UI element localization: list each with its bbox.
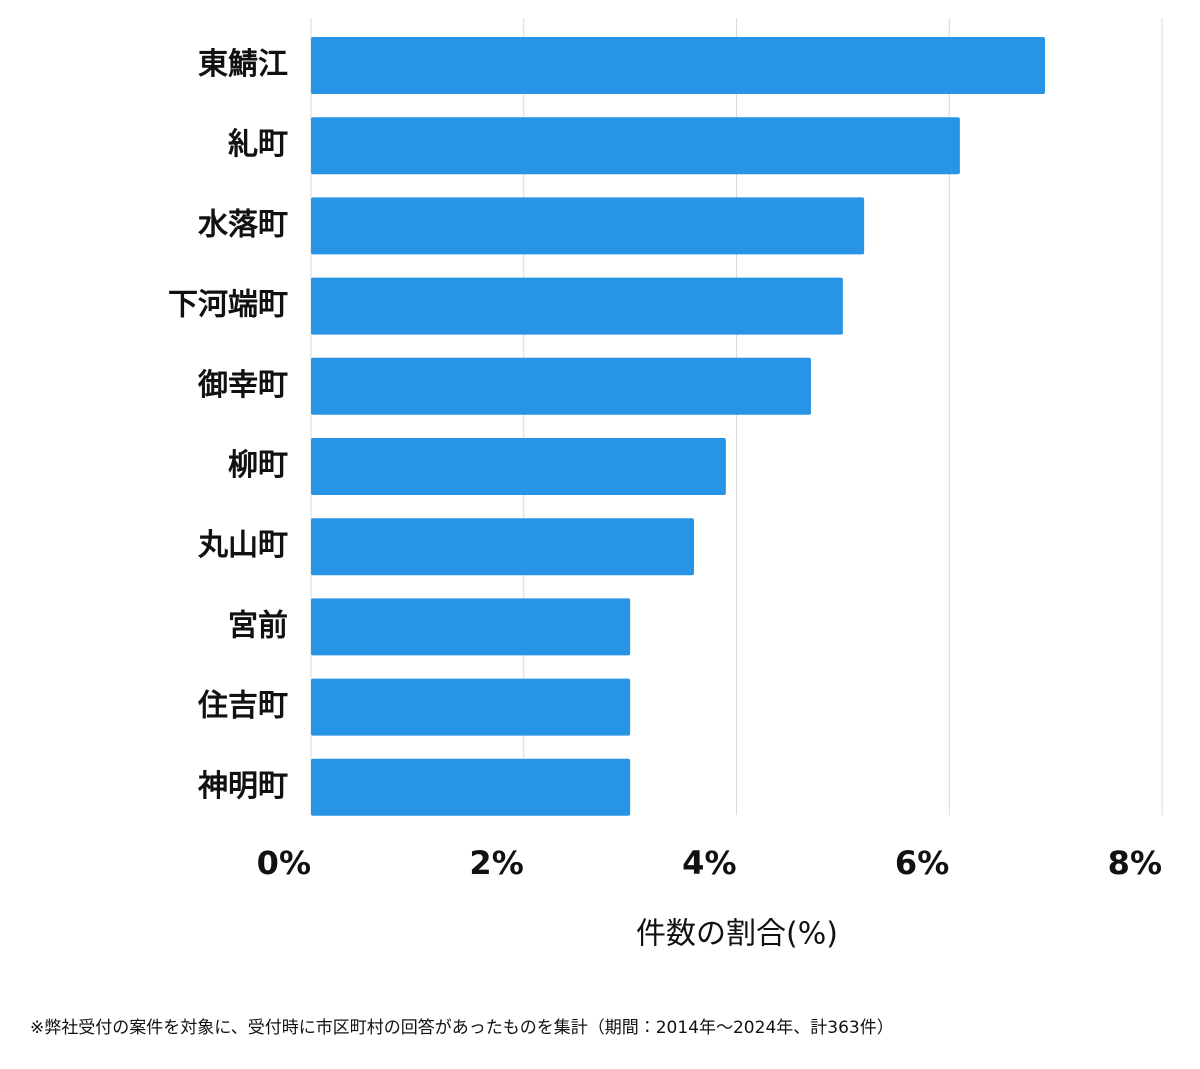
- y-tick-label: 丸山町: [197, 528, 288, 563]
- y-tick-label: 住吉町: [197, 689, 288, 724]
- y-tick-label: 下河端町: [168, 288, 288, 323]
- y-tick-label: 神明町: [197, 769, 288, 804]
- x-axis-label: 件数の割合(%): [636, 917, 838, 952]
- bar: [311, 277, 843, 335]
- y-tick-label: 水落町: [197, 207, 288, 242]
- bar: [311, 518, 694, 576]
- bar: [311, 37, 1045, 94]
- x-tick-label: 0%: [257, 844, 311, 882]
- y-tick-label: 御幸町: [197, 368, 288, 403]
- x-tick-label: 2%: [469, 844, 523, 882]
- x-tick-label: 8%: [1108, 844, 1162, 882]
- bar: [311, 117, 960, 175]
- bar: [311, 678, 631, 736]
- bar: [311, 357, 811, 415]
- bar: [311, 598, 631, 656]
- bar: [311, 197, 865, 255]
- bar: [311, 438, 726, 495]
- bar: [311, 758, 631, 816]
- y-tick-label: 糺町: [228, 127, 288, 162]
- y-tick-label: 東鯖江: [198, 47, 288, 82]
- y-tick-label: 宮前: [228, 608, 288, 643]
- footnote: ※弊社受付の案件を対象に、受付時に市区町村の回答があったものを集計（期間：201…: [30, 1017, 894, 1038]
- x-tick-label: 6%: [895, 844, 949, 882]
- x-tick-label: 4%: [682, 844, 736, 882]
- y-tick-label: 柳町: [228, 448, 288, 483]
